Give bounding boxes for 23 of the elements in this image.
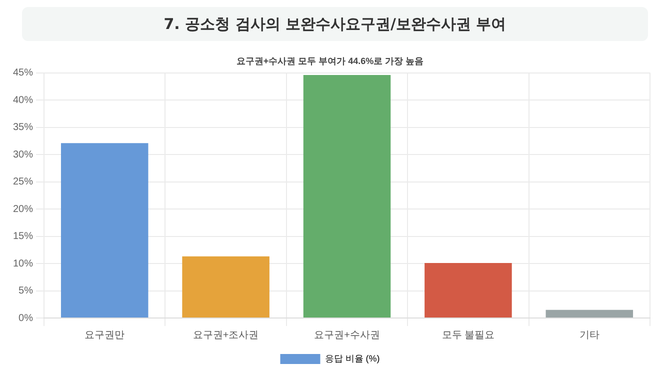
legend-label: 응답 비율 (%)	[324, 353, 380, 364]
chart-subtitle: 요구권+수사권 모두 부여가 44.6%로 가장 높음	[236, 56, 424, 66]
y-tick-label: 15%	[13, 231, 34, 242]
bar	[60, 143, 148, 318]
y-tick-label: 35%	[13, 122, 34, 134]
bar	[303, 74, 391, 318]
y-tick-label: 25%	[13, 176, 34, 188]
y-tick-label: 0%	[18, 312, 34, 324]
y-tick-label: 40%	[13, 94, 34, 106]
bar	[424, 262, 512, 318]
x-tick-label: 요구권+수사권	[314, 330, 380, 341]
y-tick-label: 30%	[13, 149, 34, 160]
bar	[182, 256, 270, 318]
x-tick-label: 요구권+조사권	[192, 330, 259, 341]
x-tick-label: 요구권만	[84, 330, 125, 341]
chart-title: 7. 공소청 검사의 보완수사요구권/보완수사권 부여	[22, 7, 648, 41]
y-tick-label: 45%	[13, 68, 34, 79]
y-tick-label: 20%	[13, 204, 34, 215]
bar	[546, 310, 634, 318]
x-tick-label: 기타	[579, 330, 600, 341]
x-tick-label: 모두 불필요	[442, 330, 495, 341]
y-tick-label: 5%	[18, 286, 34, 297]
y-tick-label: 10%	[13, 258, 34, 270]
